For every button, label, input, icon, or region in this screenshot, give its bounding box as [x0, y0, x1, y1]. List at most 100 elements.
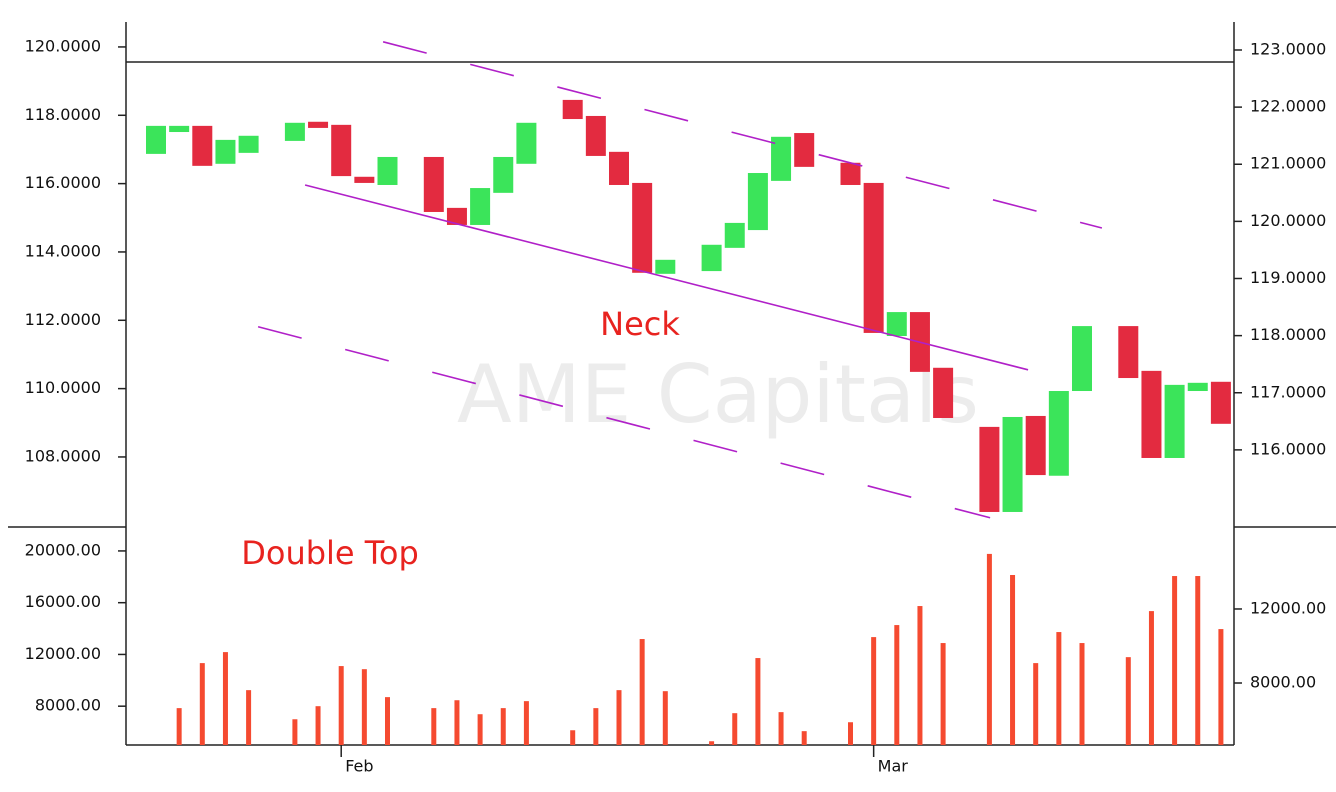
y2-tick-label: 122.0000 [1250, 97, 1326, 116]
candle-body [747, 173, 768, 231]
volume-bar [662, 691, 668, 745]
candle-body [979, 426, 1000, 512]
y2-tick-label: 118.0000 [1250, 325, 1326, 344]
candle-body [609, 151, 629, 185]
candle-body [238, 135, 259, 153]
y-tick-label: 114.0000 [25, 241, 101, 260]
volume-bar [1056, 632, 1062, 745]
y2-tick-label: 121.0000 [1250, 154, 1326, 173]
y-tick-label: 116.0000 [25, 173, 101, 192]
candle-body [585, 115, 606, 156]
candle-body [886, 312, 907, 337]
volume-bar [1148, 611, 1154, 745]
candle-body [169, 125, 190, 133]
candle-body [632, 182, 653, 273]
volume-bar [755, 658, 761, 745]
volume-bar [593, 708, 599, 745]
volume-bar [1079, 643, 1085, 745]
y2-tick-label: 120.0000 [1250, 211, 1326, 230]
candle-body [863, 182, 884, 333]
volume-bar [523, 701, 529, 745]
candle-body [1048, 391, 1069, 476]
candle-body [331, 124, 352, 177]
volume-bar [246, 690, 252, 745]
volume-bar [940, 643, 946, 745]
volume-bar [199, 663, 205, 745]
candle-body [284, 122, 305, 141]
candle-body [562, 99, 583, 120]
candle-body [354, 176, 375, 183]
candle-body [771, 136, 792, 181]
volume-bar [778, 712, 784, 745]
volume-bar [1125, 657, 1131, 745]
volume-bar [500, 708, 506, 745]
volume-bar [361, 669, 367, 745]
candle-body [1164, 384, 1185, 458]
y2-tick-label: 12000.00 [1250, 598, 1326, 617]
volume-bar [431, 708, 437, 745]
volume-bar [222, 652, 228, 745]
volume-bar [871, 637, 877, 745]
candle-body [308, 121, 329, 128]
candle-body [1210, 381, 1231, 424]
annotation: Neck [600, 305, 680, 343]
y-tick-label: 112.0000 [25, 310, 101, 329]
y-tick-label: 118.0000 [25, 105, 101, 124]
y-tick-label: 20000.00 [25, 540, 101, 559]
volume-bar [917, 606, 923, 745]
volume-bar [292, 719, 298, 745]
volume-bar [639, 639, 645, 745]
volume-bar [894, 625, 900, 745]
volume-bar [338, 666, 344, 745]
candle-body [215, 139, 236, 164]
y2-tick-label: 123.0000 [1250, 39, 1326, 58]
y-tick-label: 12000.00 [25, 644, 101, 663]
x-tick-label: Feb [345, 757, 373, 776]
candle-body [1002, 416, 1023, 512]
candle-body [423, 156, 444, 212]
candle-body [1118, 326, 1139, 379]
candle-body [701, 244, 722, 272]
candle-body [840, 162, 861, 185]
volume-bar [709, 741, 715, 745]
y-tick-label: 108.0000 [25, 446, 101, 465]
candle-body [493, 156, 514, 193]
candle-body [192, 125, 213, 166]
volume-bar [477, 714, 483, 745]
candle-body [794, 133, 815, 167]
trendline [257, 326, 991, 519]
y2-tick-label: 119.0000 [1250, 268, 1326, 287]
y2-tick-label: 117.0000 [1250, 382, 1326, 401]
watermark: AME Capitals [457, 348, 979, 441]
y2-tick-label: 116.0000 [1250, 439, 1326, 458]
y-tick-label: 8000.00 [35, 696, 101, 715]
y2-tick-label: 8000.00 [1250, 673, 1316, 692]
candle-body [933, 367, 954, 419]
annotation: Double Top [241, 534, 419, 572]
candle-body [516, 122, 537, 164]
y-tick-label: 110.0000 [25, 378, 101, 397]
candle-body [446, 207, 467, 225]
volume-bar [616, 690, 622, 745]
volume-bar [732, 713, 738, 745]
candle-body [146, 125, 166, 154]
candle-body [377, 156, 398, 185]
x-tick-label: Mar [878, 757, 909, 776]
volume-bar [176, 708, 182, 745]
candle-body [470, 188, 491, 225]
volume-bar [570, 730, 576, 745]
candle-body [1072, 326, 1092, 392]
volume-bar [1010, 574, 1016, 745]
volume-bar [385, 697, 390, 745]
y-tick-label: 120.0000 [25, 36, 101, 55]
candle-body [1025, 415, 1046, 476]
volume-bar [986, 553, 992, 745]
volume-bar [801, 731, 807, 745]
volume-bar [1172, 576, 1178, 745]
candle-body [1141, 370, 1162, 458]
trendline [382, 41, 1103, 229]
y-tick-label: 16000.00 [25, 592, 101, 611]
candle-body [655, 259, 676, 274]
candle-body [1187, 382, 1208, 392]
